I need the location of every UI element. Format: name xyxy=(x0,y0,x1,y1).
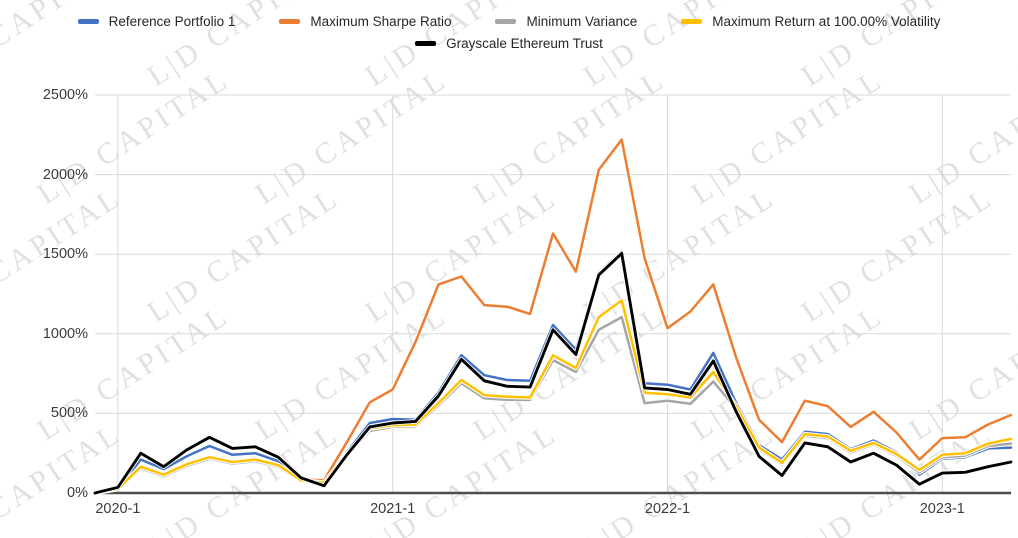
legend-item-reference-portfolio-1: Reference Portfolio 1 xyxy=(77,14,236,29)
legend-row-2: Grayscale Ethereum Trust xyxy=(415,36,603,51)
legend-color-swatch xyxy=(495,19,517,24)
y-tick-label: 500% xyxy=(50,405,88,422)
legend-label: Reference Portfolio 1 xyxy=(108,14,236,29)
legend-item-maximum-sharpe-ratio: Maximum Sharpe Ratio xyxy=(279,14,451,29)
x-tick-label: 2022-1 xyxy=(644,501,691,517)
legend-row-1: Reference Portfolio 1 Maximum Sharpe Rati… xyxy=(77,14,940,29)
y-tick-label: 2500% xyxy=(42,87,88,103)
x-tick-label: 2021-1 xyxy=(370,501,416,517)
legend-color-swatch xyxy=(77,19,99,24)
series-casing xyxy=(94,249,1012,496)
y-tick-label: 2000% xyxy=(42,166,88,183)
chart-legend: Reference Portfolio 1 Maximum Sharpe Rati… xyxy=(0,14,1018,51)
series-casing xyxy=(94,314,1012,496)
series-line-minimum-variance xyxy=(93,315,1013,495)
legend-label: Maximum Return at 100.00% Volatility xyxy=(712,14,941,29)
legend-item-grayscale-ethereum-trust: Grayscale Ethereum Trust xyxy=(415,36,603,51)
series-line-maximum-return-at-100-00-volatility xyxy=(93,299,1013,495)
legend-color-swatch xyxy=(279,19,301,24)
legend-label: Minimum Variance xyxy=(526,14,638,29)
legend-color-swatch xyxy=(681,19,703,24)
legend-item-maximum-return-at-100-00-volatility: Maximum Return at 100.00% Volatility xyxy=(681,14,940,29)
y-tick-label: 1500% xyxy=(42,246,88,263)
x-tick-label: 2020-1 xyxy=(95,501,141,517)
legend-item-minimum-variance: Minimum Variance xyxy=(495,14,637,29)
series-line-grayscale-ethereum-trust xyxy=(93,251,1013,495)
x-tick-label: 2023-1 xyxy=(919,501,965,517)
legend-label: Grayscale Ethereum Trust xyxy=(446,36,603,51)
y-tick-label: 0% xyxy=(67,485,88,501)
legend-label: Maximum Sharpe Ratio xyxy=(310,14,452,29)
y-tick-label: 1000% xyxy=(42,325,88,342)
legend-color-swatch xyxy=(415,41,437,46)
